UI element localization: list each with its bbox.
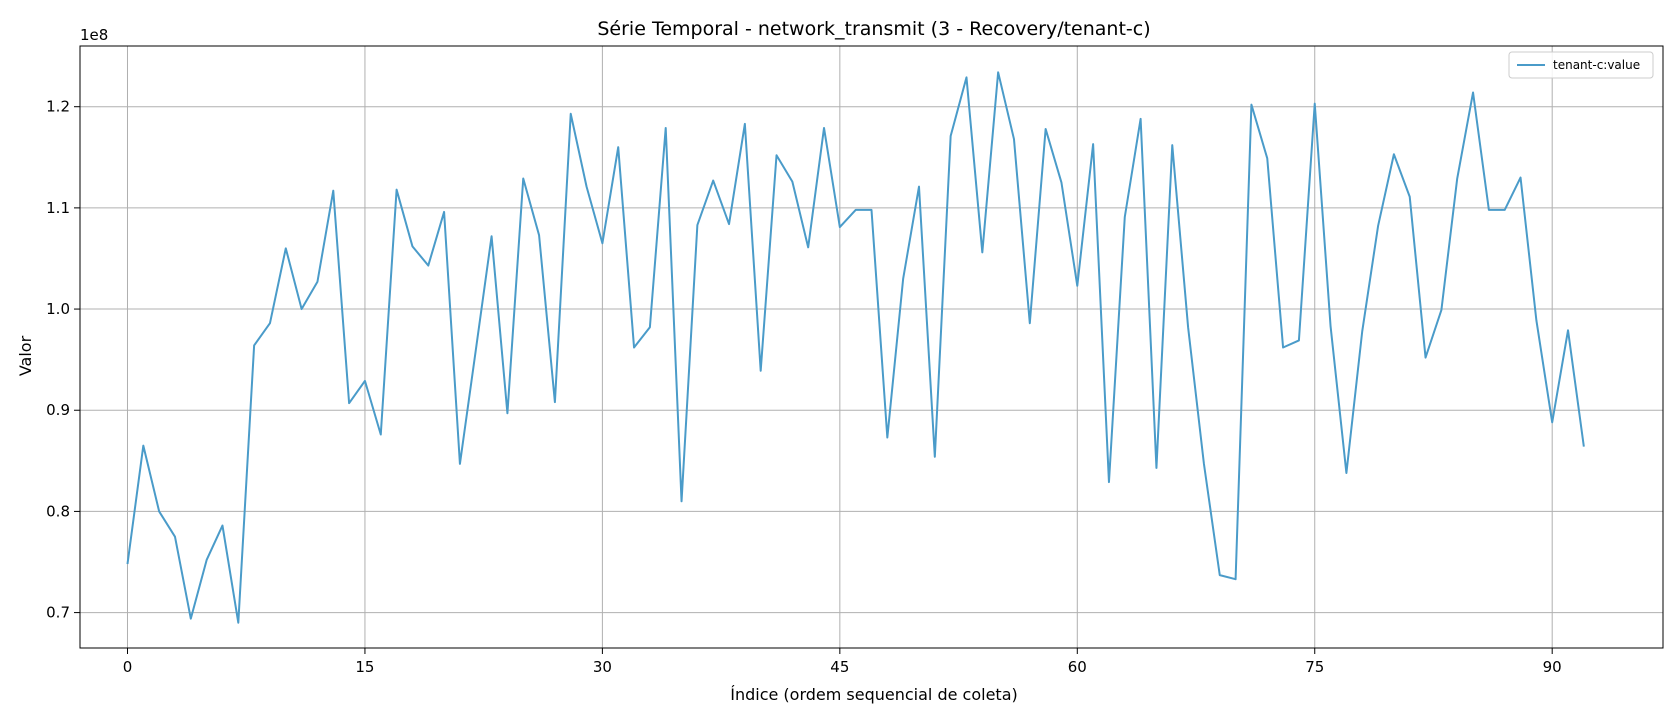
x-tick-label-0: 0 <box>123 658 133 676</box>
y-axis-label: Valor <box>16 335 35 376</box>
x-tick-label-2: 30 <box>593 658 612 676</box>
x-tick-label-1: 15 <box>355 658 374 676</box>
x-tick-label-6: 90 <box>1543 658 1562 676</box>
y-tick-label-3: 1.0 <box>46 300 70 318</box>
y-offset-label: 1e8 <box>80 26 108 44</box>
x-tick-label-4: 60 <box>1068 658 1087 676</box>
legend: tenant-c:value <box>1508 51 1654 79</box>
chart-title: Série Temporal - network_transmit (3 - R… <box>597 18 1150 40</box>
y-tick-label-0: 0.7 <box>46 604 70 622</box>
y-tick-label-2: 0.9 <box>46 401 70 419</box>
y-tick-label-4: 1.1 <box>46 199 70 217</box>
legend-label-0: tenant-c:value <box>1553 58 1640 72</box>
plot-area: 0 15 30 45 60 75 90 0.7 0.8 0.9 1.0 1.1 1.2 tenant-c:… <box>46 45 1664 676</box>
axes-frame <box>79 45 1664 649</box>
x-tick-label-3: 45 <box>830 658 849 676</box>
y-tick-label-1: 0.8 <box>46 502 70 520</box>
x-tick-label-5: 75 <box>1305 658 1324 676</box>
y-tick-label-5: 1.2 <box>46 98 70 116</box>
x-axis-label: Índice (ordem sequencial de coleta) <box>730 685 1018 704</box>
series-line-0 <box>126 71 1585 624</box>
legend-box <box>1508 51 1654 79</box>
